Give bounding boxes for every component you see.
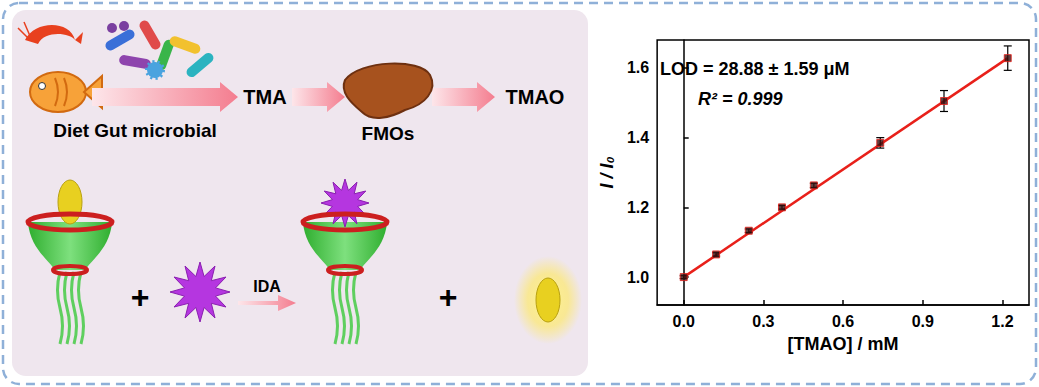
svg-text:R² = 0.999: R² = 0.999 bbox=[698, 89, 783, 109]
svg-text:+: + bbox=[131, 279, 150, 315]
svg-text:TMA: TMA bbox=[243, 86, 286, 108]
svg-text:0.0: 0.0 bbox=[673, 313, 695, 330]
svg-text:Diet Gut microbial: Diet Gut microbial bbox=[53, 120, 217, 141]
svg-text:1.2: 1.2 bbox=[991, 313, 1013, 330]
svg-text:FMOs: FMOs bbox=[362, 123, 415, 144]
svg-text:0.6: 0.6 bbox=[832, 313, 854, 330]
svg-text:0.9: 0.9 bbox=[912, 313, 934, 330]
svg-text:1.0: 1.0 bbox=[627, 269, 649, 286]
svg-text:+: + bbox=[439, 279, 458, 315]
svg-text:1.2: 1.2 bbox=[627, 199, 649, 216]
svg-text:IDA: IDA bbox=[253, 278, 281, 295]
svg-text:0.3: 0.3 bbox=[752, 313, 774, 330]
svg-text:1.6: 1.6 bbox=[627, 59, 649, 76]
svg-text:1.4: 1.4 bbox=[627, 129, 649, 146]
svg-text:[TMAO] / mM: [TMAO] / mM bbox=[788, 334, 899, 354]
svg-text:LOD = 28.88 ± 1.59 μM: LOD = 28.88 ± 1.59 μM bbox=[660, 59, 849, 79]
svg-text:TMAO: TMAO bbox=[506, 86, 565, 108]
svg-text:I / I₀: I / I₀ bbox=[597, 156, 617, 188]
